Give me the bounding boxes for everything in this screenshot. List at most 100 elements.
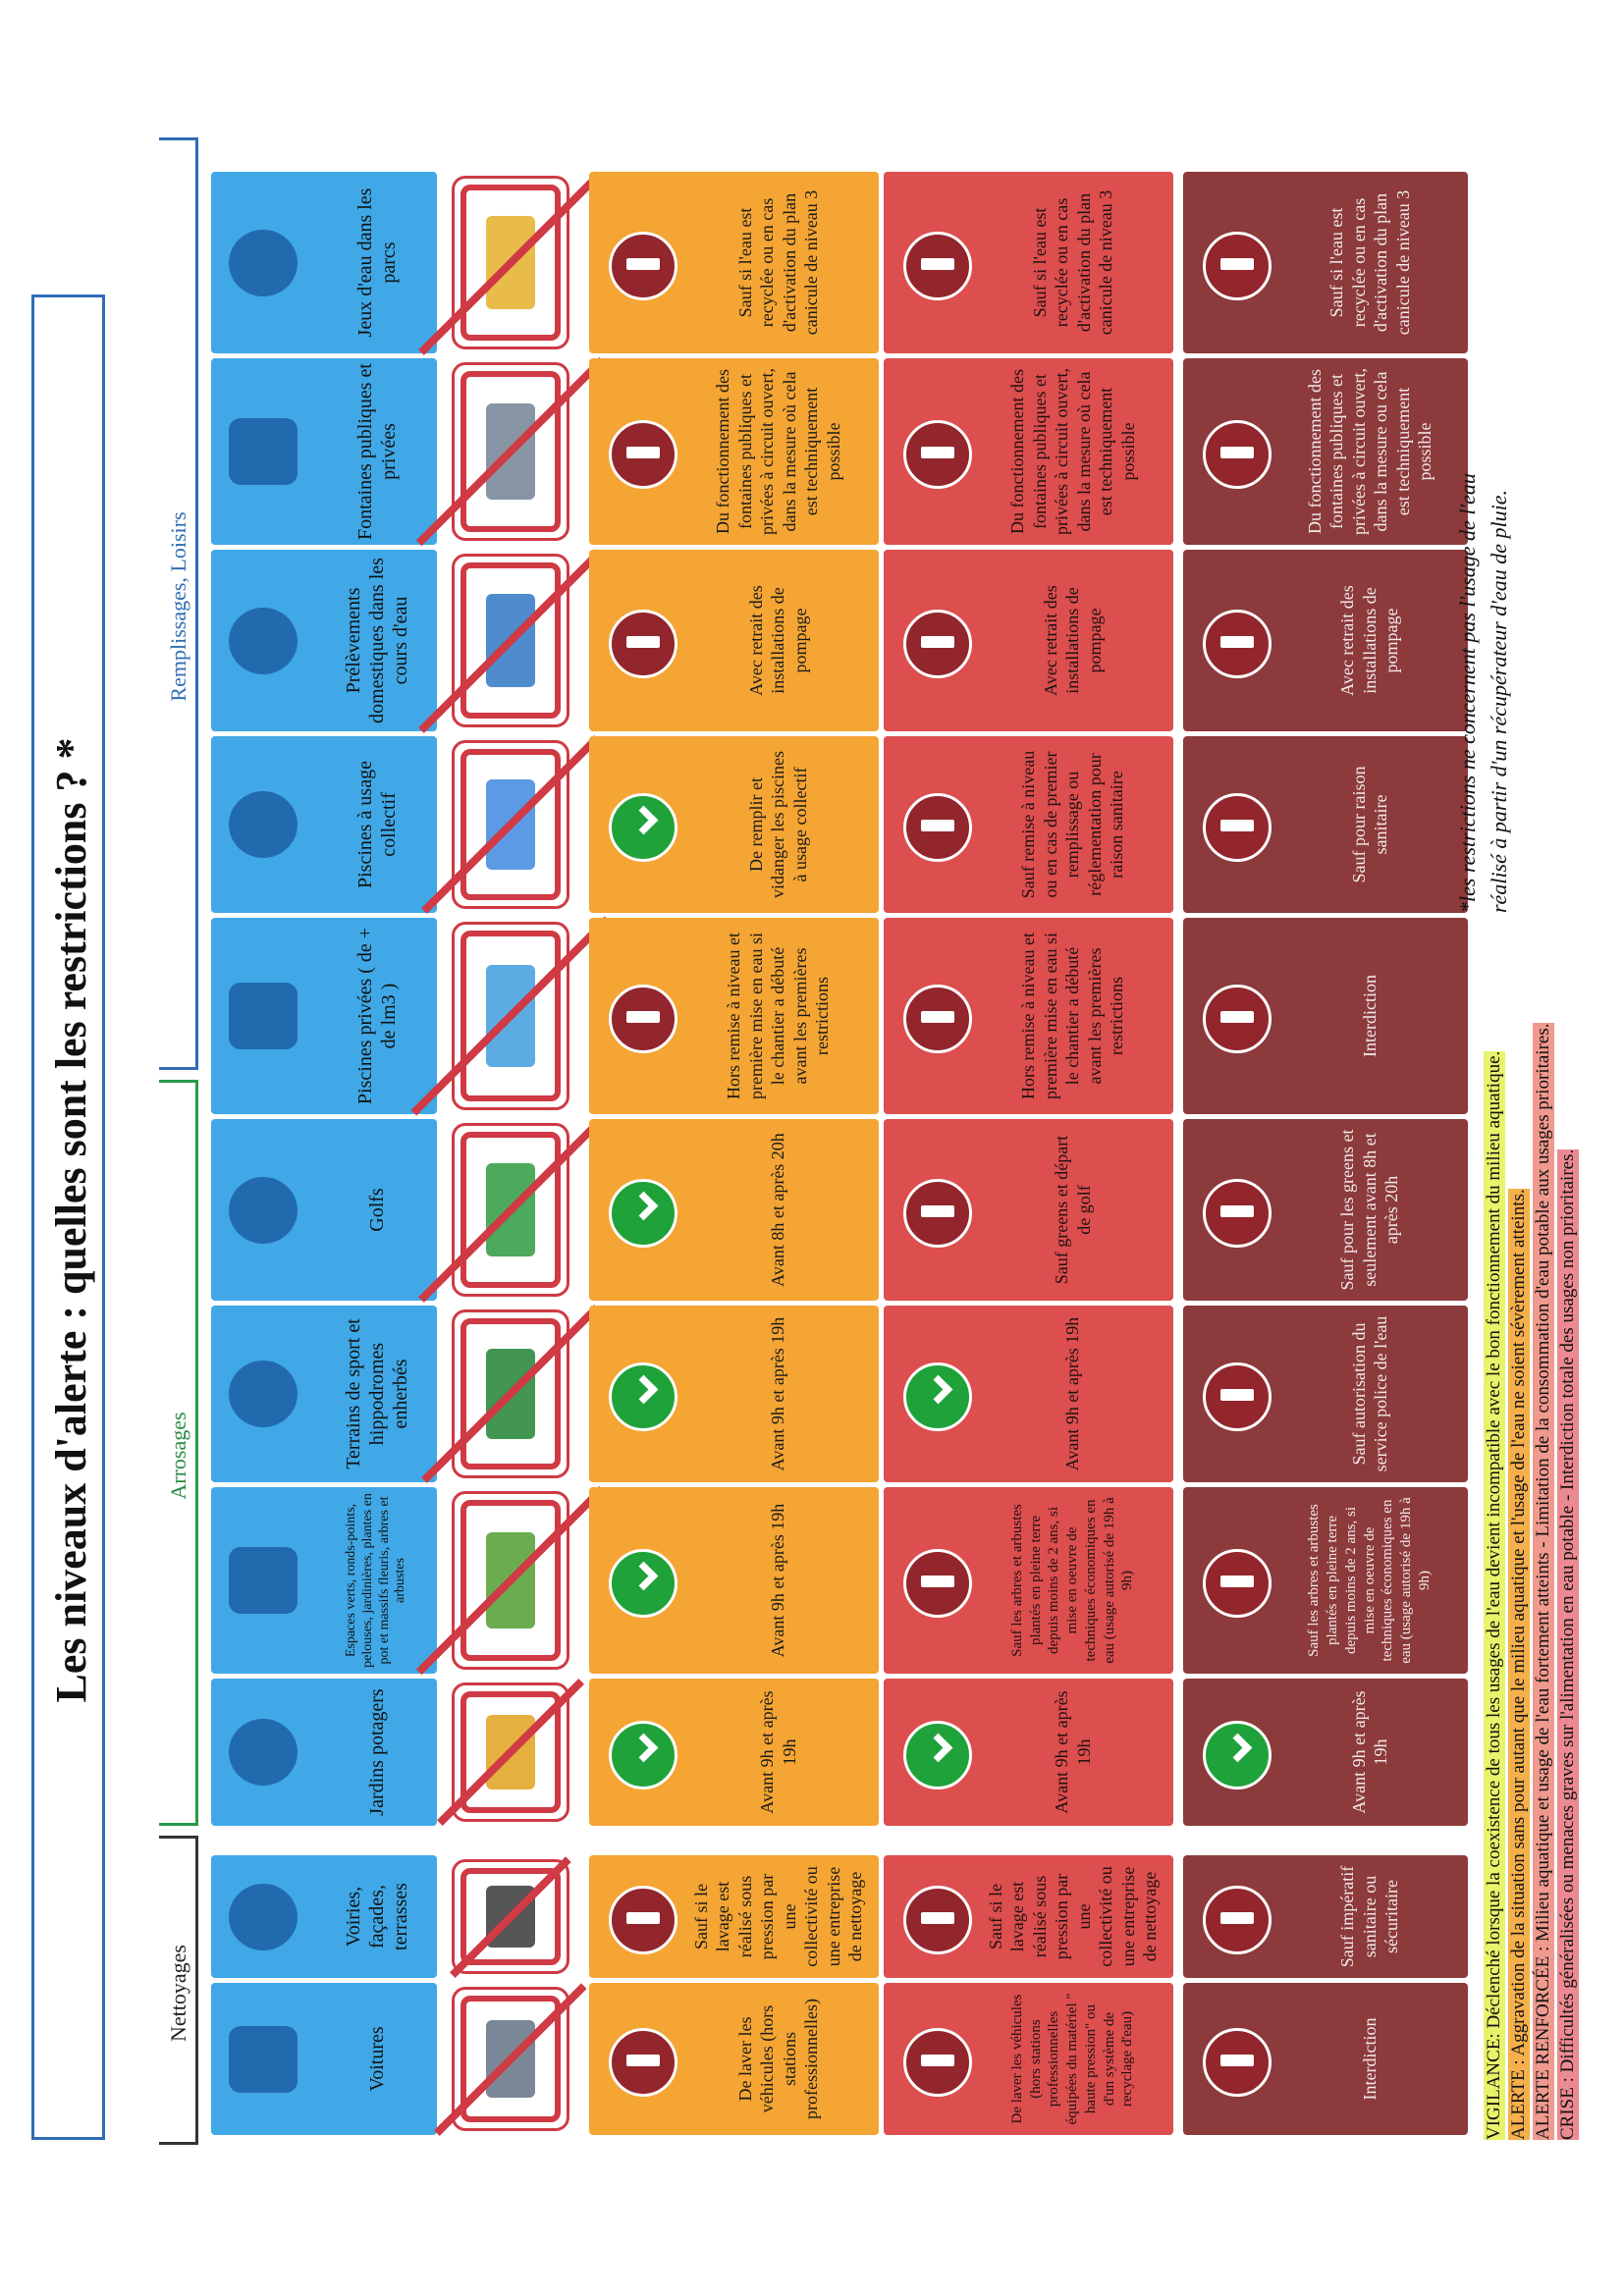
legend-alerte-renforcee: ALERTE RENFORCÉE : Milieu aquatique et u… [1532,128,1555,2140]
alerte-restriction-text: Avec retrait des installations de pompag… [745,585,810,696]
cell-text-rotator: Sauf pour les greens et seulement avant … [1276,1119,1463,1301]
usage-label: Voiries, façades, terrasses [342,1883,411,1950]
cell-text-rotator: Sauf si l'eau est recyclée ou en cas d'a… [682,172,874,353]
alerte-cell: Hors remise à niveau et première mise en… [589,918,879,1114]
cell-text-holder: Hors remise à niveau et première mise en… [682,918,874,1114]
cell-text-rotator: Sauf greens et départ de golf [977,1119,1168,1301]
footnote-line-1-rotator: *les restrictions ne concernent pas l'us… [1453,128,1483,913]
usage-label-holder: Piscines à usage collectif [320,736,433,913]
cell-text-rotator: Hors remise à niveau et première mise en… [977,918,1168,1114]
sprinkler-plants-icon [229,1547,298,1614]
renforcee-restriction-text: Avec retrait des installations de pompag… [1040,585,1105,696]
alerte-restriction-text: Avant 9h et après 19h [757,1690,799,1814]
no-entry-icon [903,1549,972,1618]
cell-text-rotator: Sauf remise à niveau ou en cas de premie… [977,736,1168,913]
cell-text-rotator: Avec retrait des installations de pompag… [1276,550,1463,731]
cell-text-holder: Du fonctionnement des fontaines publique… [977,358,1168,545]
alerte-restriction-text: De remplir et vidanger les piscines à us… [745,751,810,898]
usage-label-rotator: Prélèvements domestiques dans les cours … [320,550,433,731]
alerte-cell: Avec retrait des installations de pompag… [589,550,879,731]
renforcee-cell: Avant 9h et après 19h [884,1679,1173,1826]
crise-cell: Sauf autorisation du service police de l… [1183,1306,1468,1482]
no-entry-icon [609,420,677,489]
forbidden-pictogram [421,1305,600,1483]
cell-text-rotator: Avant 9h et après 19h [682,1487,874,1674]
crise-cell: Sauf pour raison sanitaire [1183,736,1468,913]
no-entry-icon [1203,420,1272,489]
cell-text-holder: Sauf si l'eau est recyclée ou en cas d'a… [1276,172,1463,353]
prohibition-slash-icon [415,1485,606,1676]
cell-text-holder: Avant 9h et après 19h [977,1306,1168,1482]
prohibition-slash-icon [437,1679,584,1826]
crise-restriction-text: Sauf impératif sanitaire ou sécuritaire [1337,1865,1402,1968]
cell-text-holder: Du fonctionnement des fontaines publique… [1276,358,1463,545]
prohibition-slash-icon [421,1305,600,1483]
usage-label: Golfs [365,1188,388,1232]
renforcee-restriction-text: Sauf remise à niveau ou en cas de premie… [1018,750,1127,899]
legend-vigilance-text: VIGILANCE: Déclenché lorsque la coexiste… [1484,1050,1505,2140]
page-title: Les niveaux d'alerte : quelles sont les … [47,737,95,1703]
footnote-line-1-text: *les restrictions ne concernent pas l'us… [1455,473,1480,913]
cell-text-rotator: Interdiction [1276,1983,1463,2135]
cell-text-holder: Sauf impératif sanitaire ou sécuritaire [1276,1855,1463,1978]
river-pump-icon [229,607,298,674]
cell-text-rotator: Avant 9h et après 19h [682,1679,874,1826]
nettoyages-group-label: Nettoyages [166,1945,190,2042]
no-entry-icon [903,1178,972,1248]
cell-text-holder: Interdiction [1276,1983,1463,2135]
allowed-check-icon [609,793,677,862]
cell-text-rotator: De laver les véhicules (hors stations pr… [682,1983,874,2135]
prohibition-slash-icon [418,548,603,733]
usage-label: Jardins potagers [365,1688,388,1816]
usage-label: Espaces verts, ronds-points, pelouses, j… [343,1493,408,1668]
usage-header: Prélèvements domestiques dans les cours … [211,550,437,731]
alerte-cell: Sauf si le lavage est réalisé sous press… [589,1855,879,1978]
renforcee-cell: Sauf si le lavage est réalisé sous press… [884,1855,1173,1978]
renforcee-cell: Sauf remise à niveau ou en cas de premie… [884,736,1173,913]
cell-text-rotator: Avec retrait des installations de pompag… [682,550,874,731]
no-entry-icon [1203,231,1272,300]
cell-text-holder: Avant 8h et après 20h [682,1119,874,1301]
alerte-cell: Du fonctionnement des fontaines publique… [589,358,879,545]
no-entry-icon [1203,609,1272,678]
cell-text-rotator: Sauf les arbres et arbustes plantés en p… [1276,1487,1463,1674]
usage-label-rotator: Piscines à usage collectif [320,736,433,913]
no-entry-icon [609,231,677,300]
cell-text-holder: Sauf pour raison sanitaire [1276,736,1463,913]
usage-label-holder: Prélèvements domestiques dans les cours … [320,550,433,731]
prohibition-slash-icon [418,1117,603,1303]
usage-label: Piscines privées ( de + de lm3 ) [353,927,400,1105]
usage-header: Piscines privées ( de + de lm3 ) [211,918,437,1114]
alerte-cell: Avant 9h et après 19h [589,1487,879,1674]
cell-text-rotator: Avant 8h et après 20h [682,1119,874,1301]
alerte-restriction-text: Sauf si le lavage est réalisé sous press… [690,1866,866,1967]
legend-crise: CRISE : Difficultés généralisées ou mena… [1556,128,1580,2140]
cell-text-holder: Du fonctionnement des fontaines publique… [682,358,874,545]
house-icon [229,1883,298,1950]
alerte-restriction-text: De laver les véhicules (hors stations pr… [734,1999,822,2119]
usage-label-holder: Jeux d'eau dans les parcs [320,172,433,353]
no-entry-icon [903,420,972,489]
cell-text-rotator: Hors remise à niveau et première mise en… [682,918,874,1114]
watering-can-icon [229,1719,298,1786]
cell-text-holder: Sauf autorisation du service police de l… [1276,1306,1463,1482]
forbidden-pictogram [418,1117,603,1303]
usage-header: Espaces verts, ronds-points, pelouses, j… [211,1487,437,1674]
usage-label-rotator: Fontaines publiques et privées [320,358,433,545]
renforcee-restriction-text: Avant 9h et après 19h [1052,1690,1094,1814]
usage-header: Piscines à usage collectif [211,736,437,913]
cell-text-holder: Interdiction [1276,918,1463,1114]
forbidden-pictogram [421,735,600,914]
allowed-check-icon [609,1721,677,1789]
cell-text-holder: De laver les véhicules (hors stations pr… [682,1983,874,2135]
alerte-restriction-text: Avant 9h et après 19h [768,1503,788,1658]
alerte-cell: De laver les véhicules (hors stations pr… [589,1983,879,2135]
cell-text-rotator: Du fonctionnement des fontaines publique… [1276,358,1463,545]
usage-label-holder: Golfs [320,1119,433,1301]
usage-label: Jeux d'eau dans les parcs [353,187,400,338]
cell-text-rotator: Avant 9h et après 19h [977,1306,1168,1482]
usage-label: Fontaines publiques et privées [353,363,400,540]
usage-label-rotator: Voitures [320,1983,433,2135]
nettoyages-group: Nettoyages [159,1836,198,2145]
